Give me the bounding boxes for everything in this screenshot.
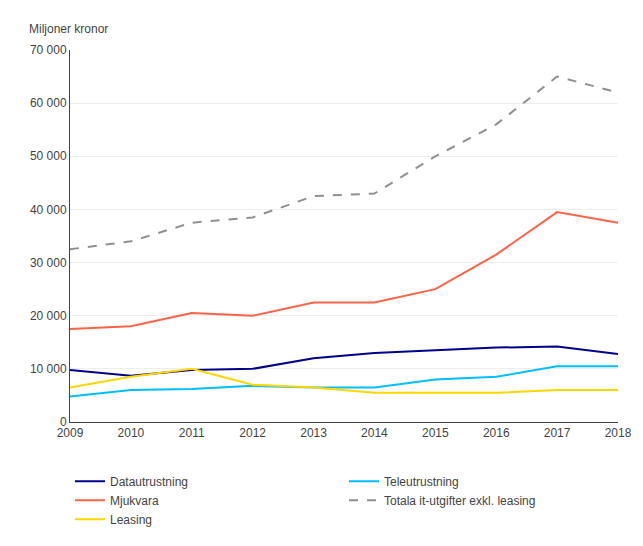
svg-text:20 000: 20 000 — [30, 309, 67, 323]
svg-text:Teleutrustning: Teleutrustning — [384, 475, 459, 489]
svg-text:2018: 2018 — [605, 426, 632, 440]
svg-text:Datautrustning: Datautrustning — [110, 475, 188, 489]
svg-text:0: 0 — [60, 415, 67, 429]
svg-text:Totala it-utgifter exkl. leasi: Totala it-utgifter exkl. leasing — [384, 494, 535, 508]
svg-text:Miljoner kronor: Miljoner kronor — [29, 22, 108, 36]
svg-text:2014: 2014 — [361, 426, 388, 440]
svg-text:40 000: 40 000 — [30, 203, 67, 217]
svg-text:60 000: 60 000 — [30, 96, 67, 110]
svg-text:10 000: 10 000 — [30, 362, 67, 376]
svg-text:Mjukvara: Mjukvara — [110, 494, 159, 508]
svg-text:70 000: 70 000 — [30, 43, 67, 57]
svg-text:2009: 2009 — [57, 426, 84, 440]
svg-text:2011: 2011 — [179, 426, 205, 440]
svg-text:2017: 2017 — [544, 426, 571, 440]
svg-text:2013: 2013 — [300, 426, 327, 440]
svg-text:2015: 2015 — [422, 426, 449, 440]
svg-text:30 000: 30 000 — [30, 256, 67, 270]
svg-text:2010: 2010 — [118, 426, 145, 440]
svg-text:Leasing: Leasing — [110, 513, 152, 527]
svg-text:2012: 2012 — [239, 426, 266, 440]
svg-text:2016: 2016 — [483, 426, 510, 440]
svg-text:50 000: 50 000 — [30, 149, 67, 163]
